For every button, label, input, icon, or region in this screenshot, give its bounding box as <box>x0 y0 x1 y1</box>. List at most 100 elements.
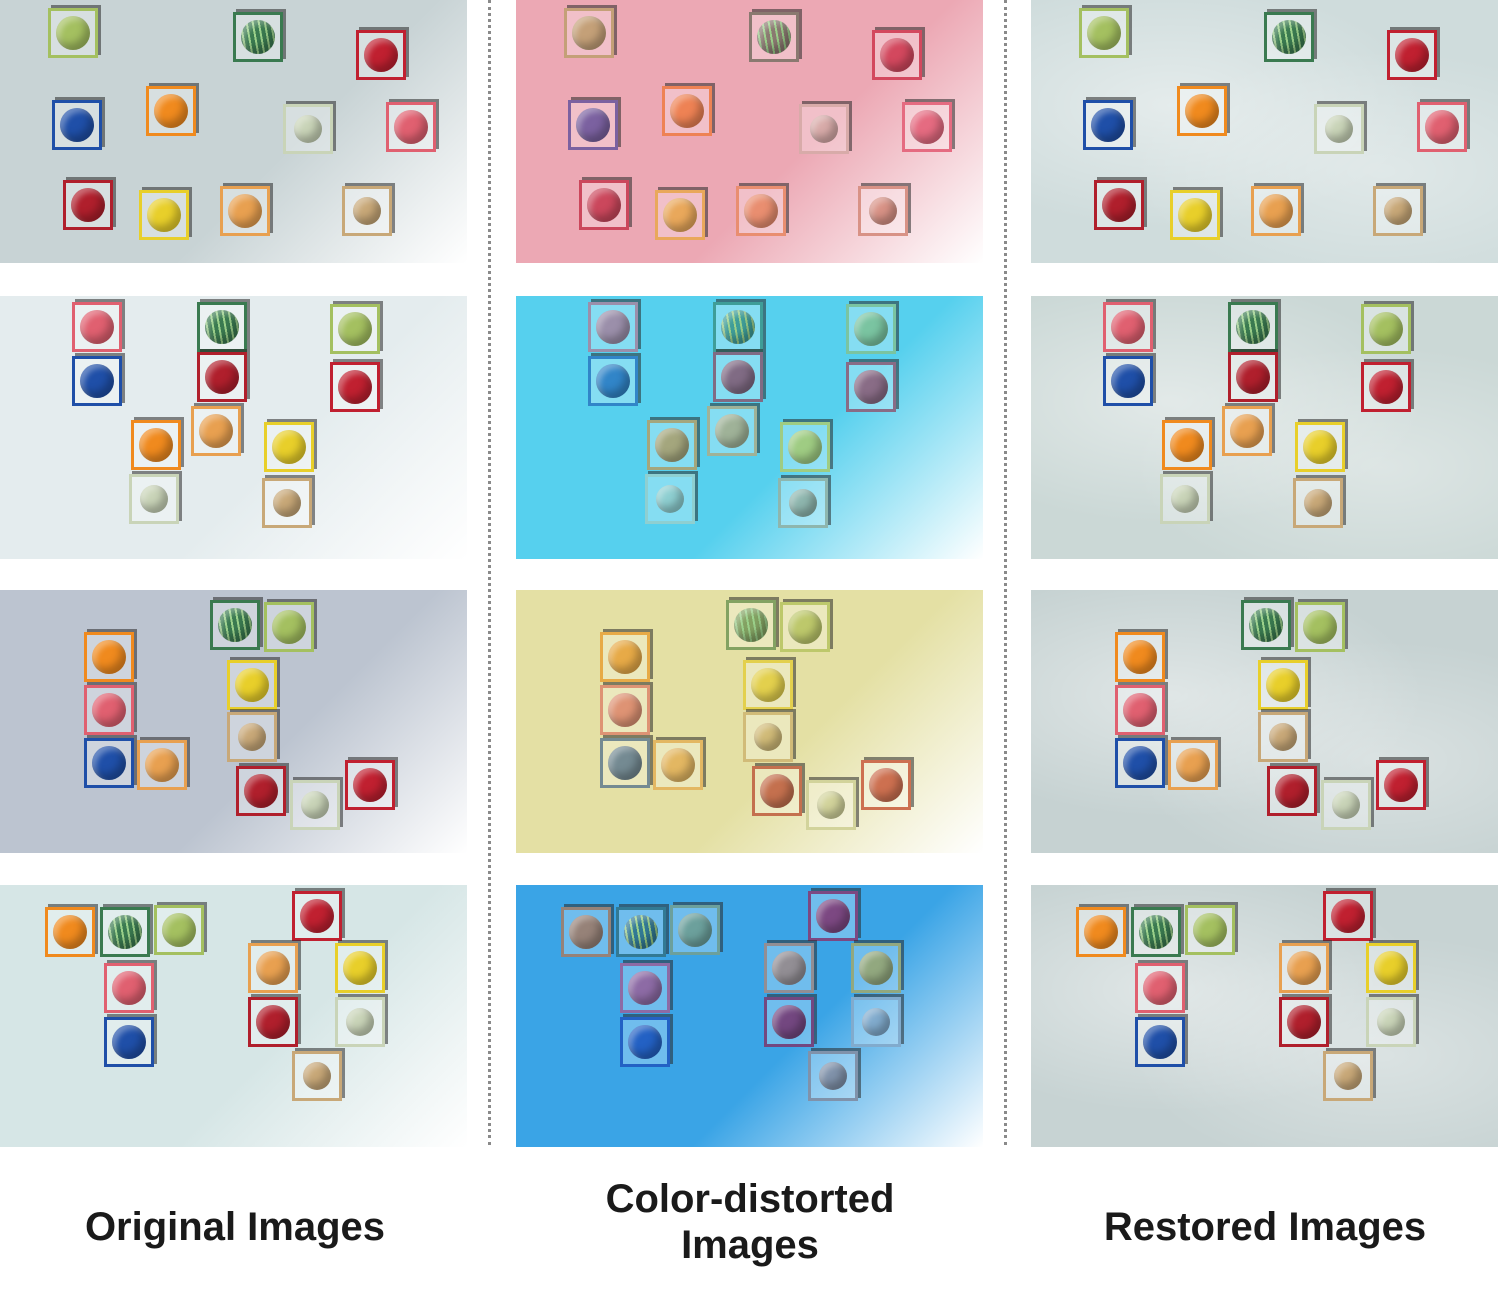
fruit-tile <box>1076 907 1126 957</box>
fruit-tile <box>1228 302 1278 352</box>
fruit-tile <box>1131 907 1181 957</box>
fruit-tile <box>1177 86 1227 136</box>
fruit-tile <box>851 943 901 993</box>
blueberry-icon <box>60 108 94 142</box>
pomegranate-icon <box>760 774 794 808</box>
melon-icon <box>862 1008 890 1036</box>
pomegranate-icon <box>1236 360 1270 394</box>
peach-icon <box>1111 310 1145 344</box>
peach-icon <box>394 110 428 144</box>
fruit-tile <box>335 997 385 1047</box>
fruit-tile <box>356 30 406 80</box>
blueberry-icon <box>608 746 642 780</box>
fruit-tile <box>335 943 385 993</box>
fruit-tile <box>48 8 98 58</box>
fruit-tile <box>1366 997 1416 1047</box>
watermelon-icon <box>624 915 658 949</box>
apple-red-icon <box>816 899 850 933</box>
pomegranate-icon <box>205 360 239 394</box>
restored-image-2 <box>1031 296 1498 559</box>
fruit-tile <box>1083 100 1133 150</box>
peach-icon <box>608 693 642 727</box>
apple-red-icon <box>1369 370 1403 404</box>
fruit-tile <box>248 943 298 993</box>
fruit-tile <box>872 30 922 80</box>
fruit-tile <box>1258 712 1308 762</box>
fruit-tile <box>858 186 908 236</box>
fruit-tile <box>620 1017 670 1067</box>
fruit-tile <box>1323 1051 1373 1101</box>
fruit-tile <box>1361 304 1411 354</box>
fruit-tile <box>1162 420 1212 470</box>
kiwi-icon <box>819 1062 847 1090</box>
column-divider-left <box>488 0 491 1145</box>
fruit-tile <box>236 766 286 816</box>
pomegranate-icon <box>721 360 755 394</box>
fruit-tile <box>137 740 187 790</box>
fruit-tile <box>588 356 638 406</box>
fruit-tile <box>588 302 638 352</box>
apple-red-icon <box>1395 38 1429 72</box>
fruit-tile <box>262 478 312 528</box>
fruit-tile <box>780 602 830 652</box>
pomegranate-icon <box>71 188 105 222</box>
melon-icon <box>817 791 845 819</box>
orange-icon <box>92 640 126 674</box>
fruit-tile <box>345 760 395 810</box>
fruit-tile <box>1170 190 1220 240</box>
fruit-tile <box>154 905 204 955</box>
apple-green-icon <box>162 913 196 947</box>
fruit-tile <box>45 907 95 957</box>
lemon-icon <box>1178 198 1212 232</box>
peach-icon <box>596 310 630 344</box>
blueberry-icon <box>1111 364 1145 398</box>
fruit-tile <box>1185 905 1235 955</box>
melon-icon <box>294 115 322 143</box>
fruit-tile <box>1135 963 1185 1013</box>
fruit-tile <box>764 943 814 993</box>
fruit-tile <box>1417 102 1467 152</box>
distorted-image-4 <box>516 885 983 1147</box>
fruit-tile <box>568 100 618 150</box>
orange-icon <box>139 428 173 462</box>
fruit-tile <box>227 660 277 710</box>
fruit-tile <box>655 190 705 240</box>
fruit-tile <box>72 302 122 352</box>
blueberry-icon <box>628 1025 662 1059</box>
fruit-tile <box>1366 943 1416 993</box>
caption-original-images: Original Images <box>84 1205 386 1249</box>
pomegranate-icon <box>587 188 621 222</box>
fruit-tile <box>1376 760 1426 810</box>
fruit-tile <box>561 907 611 957</box>
kiwi-icon <box>1384 197 1412 225</box>
grapefruit-icon <box>772 951 806 985</box>
original-image-1 <box>0 0 467 263</box>
grapefruit-icon <box>199 414 233 448</box>
restored-image-1 <box>1031 0 1498 263</box>
fruit-tile <box>1251 186 1301 236</box>
fruit-tile <box>139 190 189 240</box>
fruit-tile <box>653 740 703 790</box>
fruit-tile <box>752 766 802 816</box>
grapefruit-icon <box>661 748 695 782</box>
watermelon-icon <box>1249 608 1283 642</box>
grapefruit-icon <box>228 194 262 228</box>
apple-red-icon <box>880 38 914 72</box>
fruit-tile <box>1279 943 1329 993</box>
orange-icon <box>608 640 642 674</box>
pomegranate-icon <box>772 1005 806 1039</box>
restored-image-3 <box>1031 590 1498 853</box>
fruit-tile <box>1168 740 1218 790</box>
kiwi-icon <box>869 197 897 225</box>
fruit-tile <box>1094 180 1144 230</box>
apple-green-icon <box>788 610 822 644</box>
apple-red-icon <box>353 768 387 802</box>
fruit-tile <box>386 102 436 152</box>
fruit-tile <box>1279 997 1329 1047</box>
kiwi-icon <box>273 489 301 517</box>
apple-red-icon <box>854 370 888 404</box>
fruit-tile <box>1321 780 1371 830</box>
fruit-tile <box>713 302 763 352</box>
grapefruit-icon <box>1259 194 1293 228</box>
orange-icon <box>1123 640 1157 674</box>
